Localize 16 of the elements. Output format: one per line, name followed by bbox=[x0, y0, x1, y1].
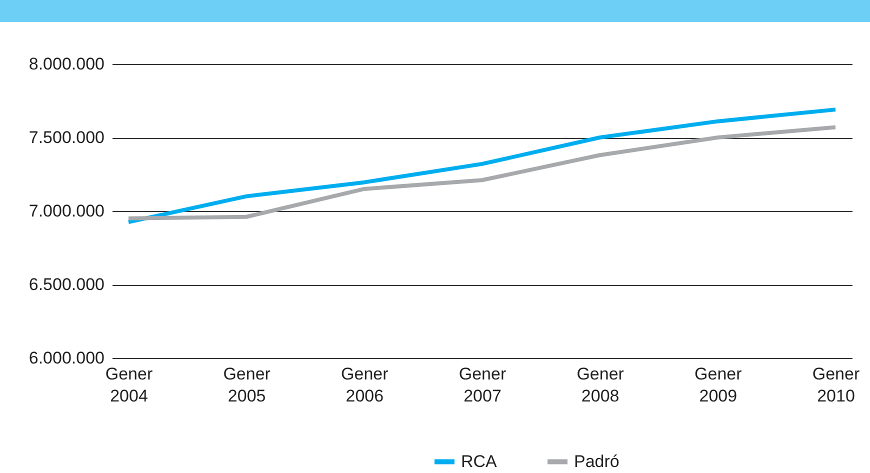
x-tick-label: Gener 2008 bbox=[576, 364, 624, 406]
x-tick-label: Gener 2006 bbox=[341, 364, 389, 406]
y-tick-label: 7.000.000 bbox=[28, 202, 104, 220]
line-series bbox=[126, 108, 838, 224]
x-tick-label: Gener 2004 bbox=[105, 364, 153, 406]
legend-label: Padró bbox=[574, 452, 620, 471]
x-tick-label: Gener 2010 bbox=[812, 364, 860, 406]
x-tick-label: Gener 2007 bbox=[458, 364, 506, 406]
y-tick-label: 7.500.000 bbox=[28, 128, 104, 147]
x-tick-label: Gener 2009 bbox=[694, 364, 742, 406]
x-tick-label: Gener 2005 bbox=[223, 364, 271, 406]
legend-label: RCA bbox=[461, 452, 498, 471]
y-tick-label: 6.000.000 bbox=[28, 348, 104, 368]
line-series bbox=[126, 125, 838, 220]
y-tick-label: 6.500.000 bbox=[28, 275, 104, 294]
y-tick-label: 8.000.000 bbox=[28, 54, 104, 74]
